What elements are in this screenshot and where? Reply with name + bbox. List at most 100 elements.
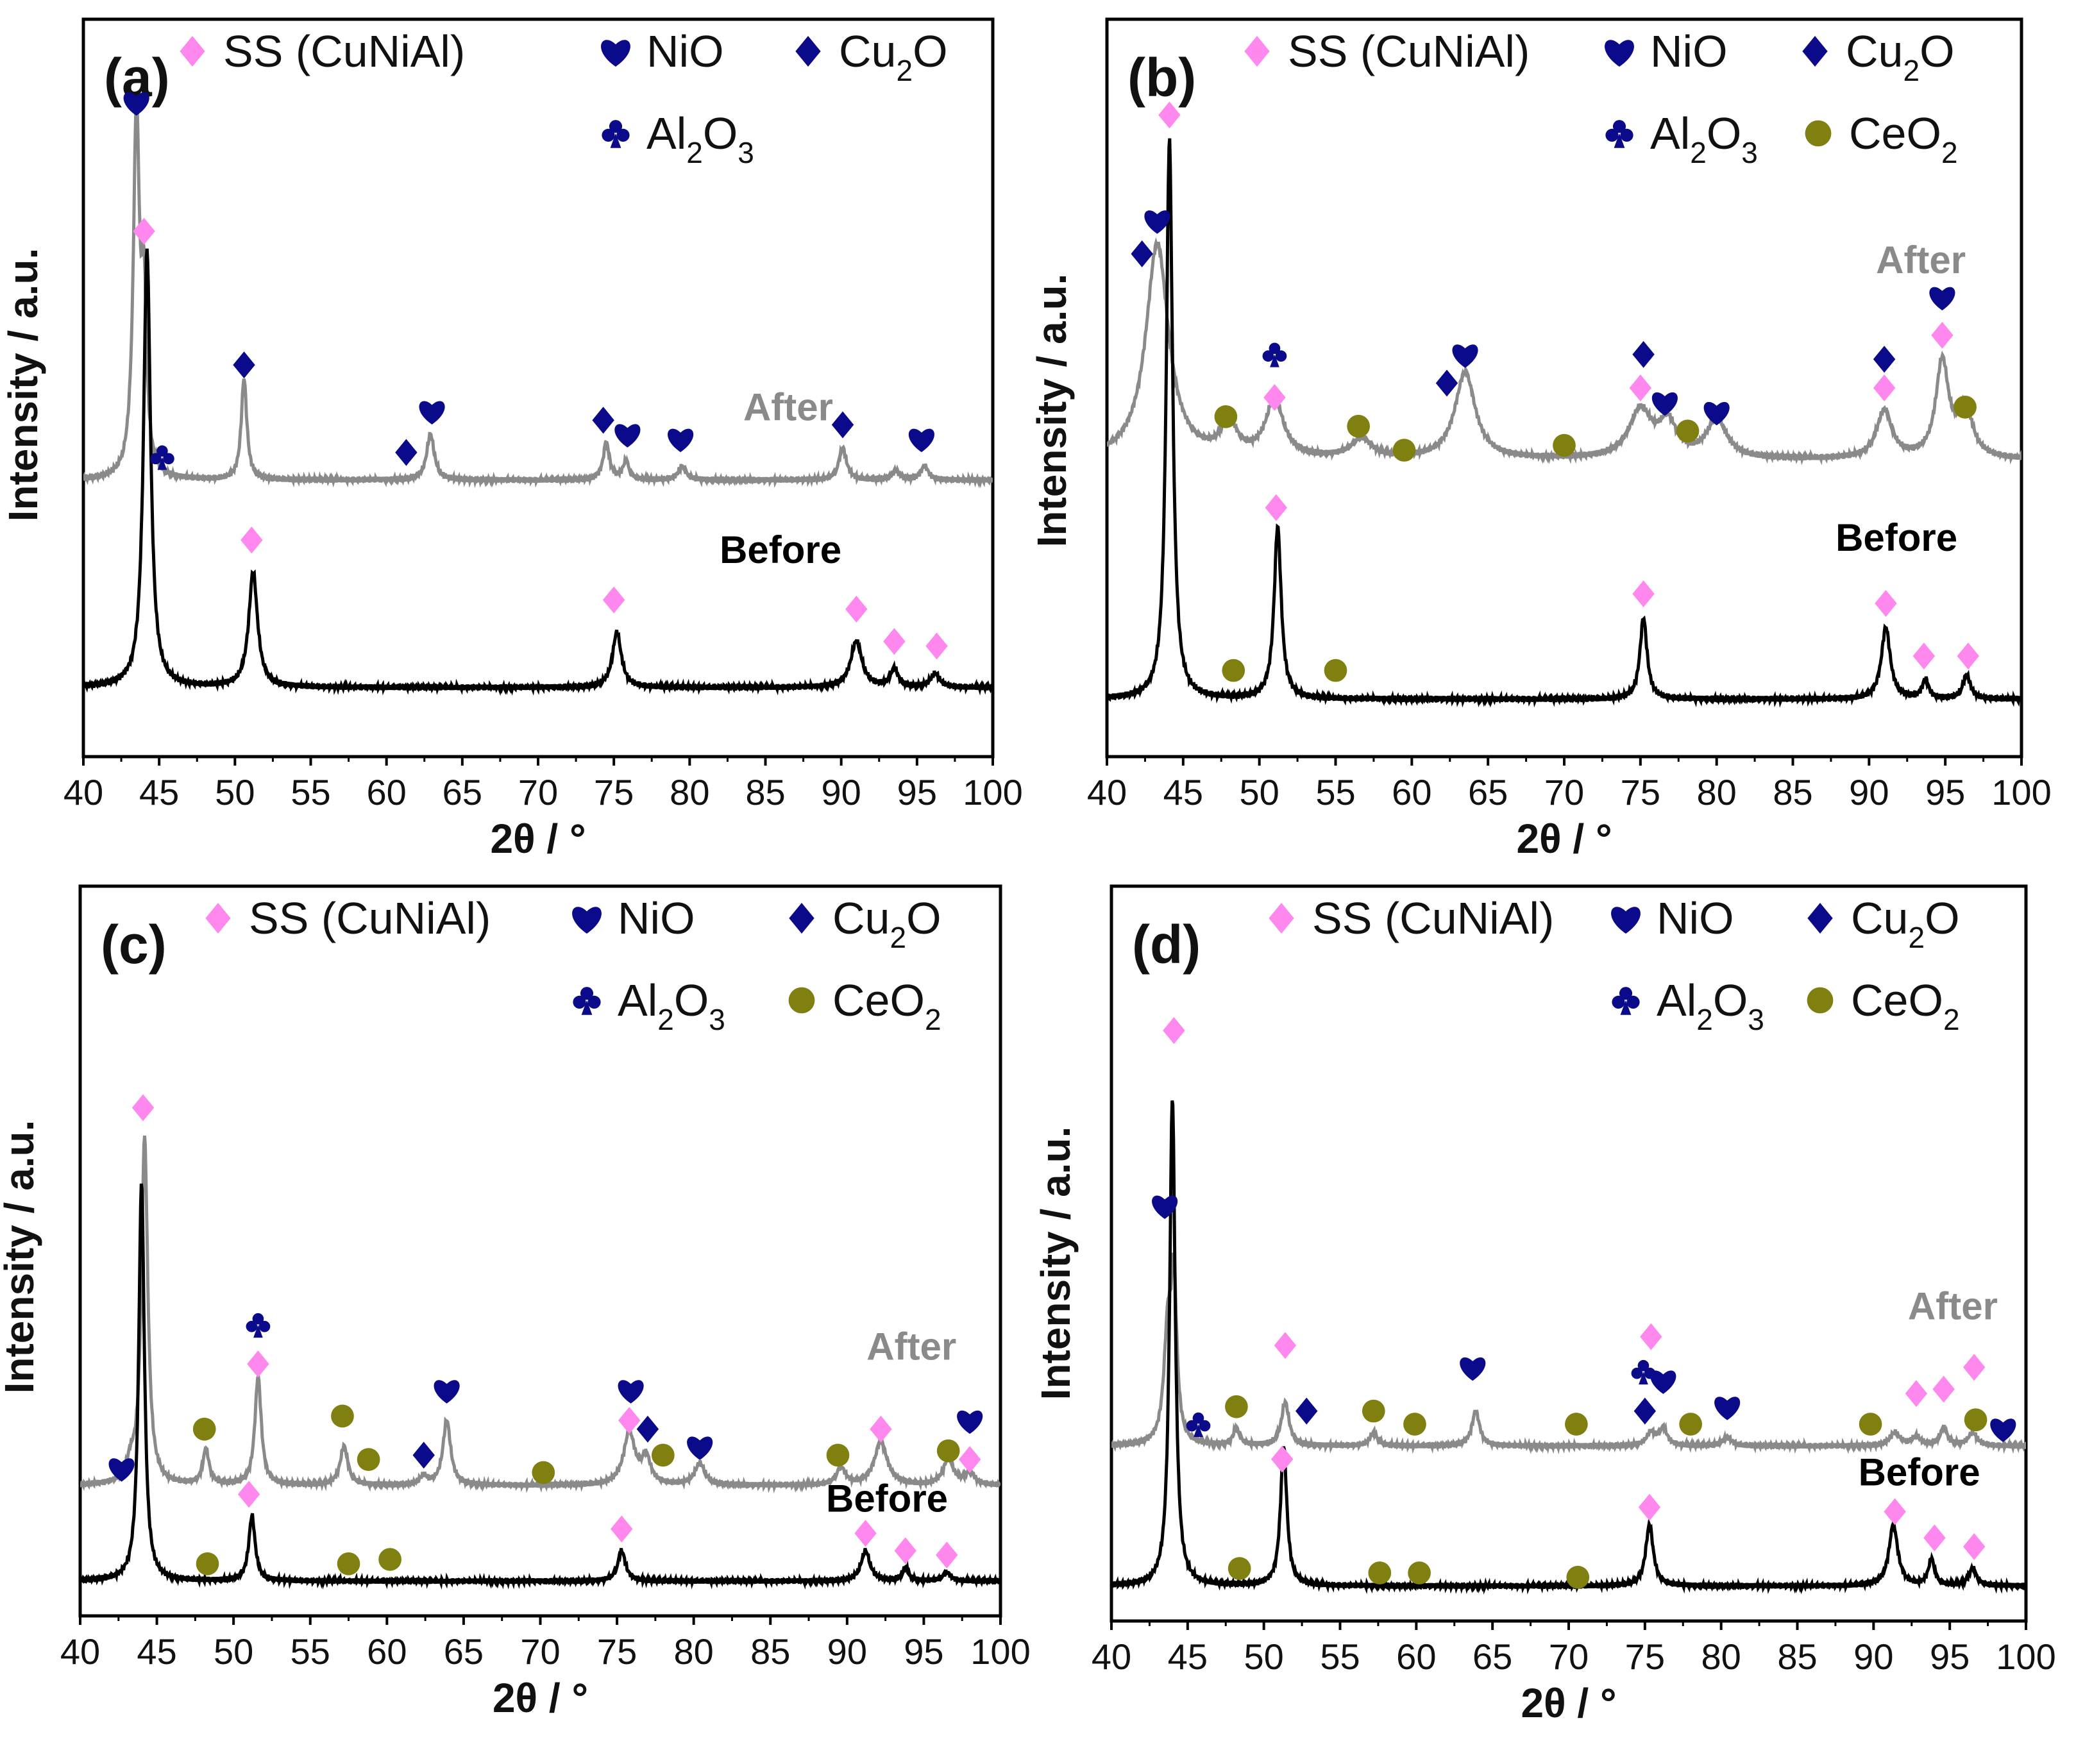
al2o3-legend-label: Al2O3 — [1657, 975, 1764, 1036]
x-tick-label: 75 — [597, 1631, 637, 1672]
ceo2-peak-marker — [1403, 1413, 1426, 1436]
nio-peak-marker — [957, 1410, 983, 1434]
x-tick-label: 100 — [1996, 1636, 2055, 1677]
ceo2-peak-marker — [1859, 1413, 1882, 1436]
ceo2-legend-label: CeO2 — [832, 975, 941, 1036]
ceo2-peak-marker — [1676, 419, 1700, 443]
x-tick-label: 45 — [1168, 1636, 1208, 1677]
x-tick-label: 70 — [1549, 1636, 1589, 1677]
cu2o-peak-marker — [1873, 346, 1896, 373]
x-tick-label: 80 — [674, 1631, 714, 1672]
x-tick-label: 60 — [1392, 772, 1431, 812]
ss-peak-marker — [1962, 1354, 1986, 1381]
x-tick-label: 45 — [137, 1631, 176, 1672]
club-lobe-top — [252, 1313, 264, 1325]
club-lobe-right — [163, 453, 174, 465]
ceo2-peak-marker — [1954, 396, 1977, 419]
series-line-before — [1111, 1100, 2026, 1595]
club-lobe-right — [1199, 1420, 1211, 1432]
ceo2-legend-icon — [1807, 987, 1834, 1014]
al2o3-peak-marker — [1262, 342, 1287, 367]
ss-peak-marker — [1962, 1533, 1986, 1561]
club-lobe-left — [1605, 128, 1619, 142]
ss-peak-marker — [237, 1481, 260, 1508]
ceo2-legend-label: CeO2 — [1849, 108, 1958, 169]
x-tick-label: 45 — [1163, 772, 1203, 812]
ceo2-peak-marker — [532, 1461, 555, 1484]
al2o3-legend-label: Al2O3 — [618, 975, 725, 1036]
x-axis-title: 2θ / ° — [490, 816, 586, 862]
series-line-before — [83, 248, 993, 696]
ceo2-peak-marker — [1553, 433, 1576, 457]
series-label-before: Before — [720, 528, 841, 571]
x-tick-label: 70 — [1544, 772, 1584, 812]
nio-legend-icon — [601, 40, 630, 67]
al2o3-peak-marker — [149, 445, 174, 470]
series-line-before — [1107, 138, 2021, 708]
cu2o-legend-icon — [1807, 903, 1833, 934]
x-tick-label: 55 — [291, 1631, 330, 1672]
club-lobe-right — [616, 128, 630, 142]
x-tick-label: 60 — [367, 1631, 407, 1672]
club-lobe-top — [1612, 120, 1626, 133]
club-stem — [1620, 1000, 1632, 1015]
ss-peak-marker — [1632, 580, 1655, 608]
ss-peak-marker — [1163, 1017, 1185, 1045]
club-lobe-left — [1262, 350, 1274, 362]
ceo2-peak-marker — [826, 1443, 850, 1467]
x-tick-label: 95 — [904, 1631, 943, 1672]
x-tick-label: 45 — [139, 772, 179, 812]
ceo2-peak-marker — [1225, 1395, 1248, 1418]
ceo2-peak-marker — [1362, 1399, 1385, 1423]
x-tick-label: 50 — [1244, 1636, 1284, 1677]
x-tick-label: 75 — [594, 772, 634, 812]
ss-peak-marker — [1158, 101, 1181, 129]
ceo2-peak-marker — [196, 1552, 219, 1575]
ceo2-peak-marker — [1392, 439, 1416, 462]
cu2o-peak-marker — [1131, 240, 1153, 267]
ss-peak-marker — [845, 596, 868, 623]
ss-legend-icon — [180, 36, 205, 67]
x-tick-label: 100 — [963, 772, 1022, 812]
nio-peak-marker — [1460, 1357, 1486, 1381]
nio-peak-marker — [419, 401, 445, 424]
club-stem — [1639, 1372, 1648, 1385]
club-lobe-top — [1269, 342, 1281, 355]
ss-peak-marker — [1875, 590, 1897, 617]
x-tick-label: 70 — [520, 1631, 560, 1672]
x-axis-title: 2θ / ° — [1516, 816, 1612, 862]
ss-peak-marker — [1274, 1332, 1297, 1359]
x-tick-label: 40 — [63, 772, 103, 812]
plot-frame — [81, 17, 995, 759]
ss-peak-marker — [925, 632, 948, 660]
y-axis-title: Intensity / a.u. — [0, 1120, 42, 1394]
ceo2-peak-marker — [357, 1448, 380, 1471]
x-tick-label: 75 — [1621, 772, 1660, 812]
series-label-after: After — [866, 1325, 956, 1368]
nio-legend-label: NiO — [1657, 893, 1734, 943]
x-tick-label: 85 — [745, 772, 785, 812]
x-tick-label: 80 — [670, 772, 709, 812]
ceo2-peak-marker — [1408, 1561, 1431, 1584]
ceo2-peak-marker — [936, 1439, 960, 1463]
club-stem — [1614, 133, 1625, 148]
series-label-before: Before — [1859, 1451, 1980, 1494]
ceo2-peak-marker — [1565, 1413, 1588, 1436]
nio-legend-icon — [572, 907, 602, 934]
nio-peak-marker — [618, 1380, 644, 1404]
cu2o-peak-marker — [1632, 340, 1655, 368]
cu2o-legend-icon — [1802, 36, 1828, 67]
y-axis-title: Intensity / a.u. — [0, 248, 46, 522]
series-label-after: After — [1876, 239, 1966, 281]
x-tick-label: 40 — [60, 1631, 100, 1672]
chart-panel-c: 40 45 50 55 60 65 70 75 80 85 90 95 100 2θ / ° Intensi… — [0, 884, 1031, 1721]
series-line-after — [83, 98, 993, 489]
ss-peak-marker — [1931, 321, 1954, 349]
ss-peak-marker — [870, 1415, 892, 1443]
ceo2-legend-label: CeO2 — [1851, 975, 1960, 1036]
club-stem — [157, 457, 167, 470]
cu2o-peak-marker — [1295, 1397, 1318, 1425]
series-label-after: After — [743, 385, 833, 428]
ceo2-peak-marker — [331, 1404, 354, 1428]
ss-peak-marker — [1905, 1380, 1928, 1407]
